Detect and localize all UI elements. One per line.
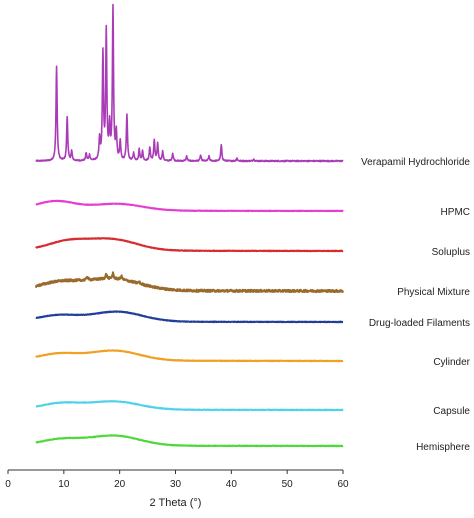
x-tick-label: 50 <box>282 479 294 490</box>
series-line-physical-mixture <box>34 271 344 294</box>
x-axis-label: 2 Theta (°) <box>150 497 202 509</box>
series-line-cylinder <box>35 349 344 363</box>
series-line-soluplus <box>35 237 344 253</box>
series-label-verapamil-hydrochloride: Verapamil Hydrochloride <box>361 157 470 168</box>
series-line-hpmc <box>35 199 344 213</box>
traces-group <box>34 3 344 448</box>
series-line-hemisphere <box>35 434 344 448</box>
x-tick-label: 60 <box>337 479 349 490</box>
x-tick-label: 40 <box>226 479 238 490</box>
series-label-drug-loaded-filaments: Drug-loaded Filaments <box>369 318 470 329</box>
series-label-hemisphere: Hemisphere <box>416 442 470 453</box>
series-line-verapamil-hydrochloride <box>35 3 344 163</box>
series-labels-group: Verapamil Hydrochloride HPMC Soluplus Physi… <box>361 157 471 453</box>
series-line-capsule <box>35 400 344 412</box>
series-label-physical-mixture: Physical Mixture <box>397 287 470 298</box>
x-tick-label: 0 <box>5 479 11 490</box>
series-line-drug-loaded-filaments <box>35 310 344 324</box>
series-label-hpmc: HPMC <box>441 207 470 218</box>
x-tick-label: 20 <box>114 479 126 490</box>
x-ticks-group: 0 10 20 30 40 50 60 <box>5 470 349 490</box>
series-label-cylinder: Cylinder <box>433 357 470 368</box>
x-tick-label: 30 <box>170 479 182 490</box>
series-label-soluplus: Soluplus <box>432 247 470 258</box>
x-tick-label: 10 <box>58 479 70 490</box>
series-label-capsule: Capsule <box>433 406 470 417</box>
